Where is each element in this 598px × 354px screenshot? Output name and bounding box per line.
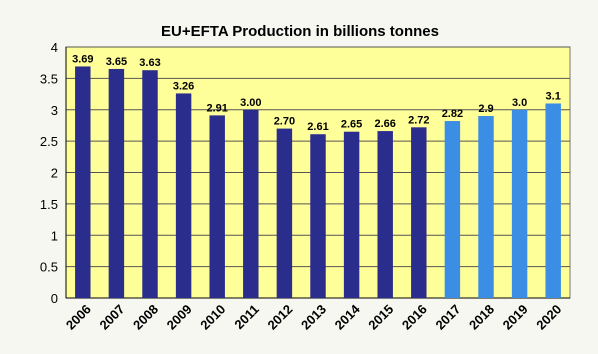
x-tick-label-2014: 2014 bbox=[332, 301, 364, 333]
value-label-2017: 2.82 bbox=[442, 108, 463, 120]
y-tick-labels: 0 0.5 1 1.5 2 2.5 3 3.5 4 bbox=[40, 40, 58, 306]
value-label-2009: 3.26 bbox=[173, 80, 194, 92]
bar-2014 bbox=[343, 131, 360, 298]
bar-2013 bbox=[310, 134, 326, 298]
x-tick-label-2009: 2009 bbox=[164, 302, 195, 333]
x-tick-label-2017: 2017 bbox=[432, 302, 463, 333]
y-tick-label: 2 bbox=[51, 166, 58, 181]
bar-2010 bbox=[209, 115, 225, 299]
x-tick-label-2013: 2013 bbox=[298, 302, 329, 333]
bar-2018 bbox=[478, 116, 494, 299]
x-tick-label-2008: 2008 bbox=[130, 302, 161, 333]
value-label-2010: 2.91 bbox=[206, 102, 227, 114]
value-label-2013: 2.61 bbox=[307, 121, 328, 133]
y-tick-label: 3 bbox=[51, 103, 58, 118]
value-label-2015: 2.66 bbox=[374, 118, 395, 130]
value-label-2012: 2.70 bbox=[274, 116, 295, 128]
x-tick-label-2011: 2011 bbox=[231, 302, 262, 333]
x-tick-labels: 2006 2007 2008 2009 2010 2011 2012 2013 2014 2015… bbox=[63, 301, 564, 333]
bars bbox=[75, 66, 561, 299]
value-label-2011: 3.00 bbox=[240, 97, 261, 109]
bar-2020 bbox=[545, 103, 561, 298]
value-label-2014: 2.65 bbox=[341, 119, 362, 131]
x-tick-label-2006: 2006 bbox=[63, 302, 94, 333]
bar-2019 bbox=[511, 109, 528, 298]
value-label-2016: 2.72 bbox=[408, 114, 429, 126]
x-tick-label-2019: 2019 bbox=[500, 302, 531, 333]
value-label-2019: 3.0 bbox=[512, 97, 527, 109]
bar-2012 bbox=[276, 128, 293, 298]
y-tick-label: 4 bbox=[51, 40, 58, 55]
bar-2007 bbox=[108, 68, 125, 299]
chart-title: EU+EFTA Production in billions tonnes bbox=[161, 23, 439, 40]
y-tick-label: 2.5 bbox=[40, 134, 58, 149]
y-tick-label: 0 bbox=[51, 291, 58, 306]
x-tick-label-2018: 2018 bbox=[466, 302, 497, 333]
x-tick-label-2020: 2020 bbox=[533, 302, 564, 333]
x-tick-label-2007: 2007 bbox=[96, 302, 127, 333]
bar-2008 bbox=[142, 70, 158, 298]
value-label-2006: 3.69 bbox=[72, 53, 93, 65]
value-label-2018: 2.9 bbox=[478, 103, 493, 115]
bar-2011 bbox=[243, 109, 259, 298]
bar-2017 bbox=[444, 121, 461, 298]
x-tick-label-2015: 2015 bbox=[365, 302, 396, 333]
y-tick-label: 1.5 bbox=[40, 197, 58, 212]
value-labels: 3.69 3.65 3.63 3.26 2.91 3.00 2.70 2.61 2.65 2.66… bbox=[72, 53, 561, 133]
value-label-2008: 3.63 bbox=[139, 57, 160, 69]
bar-2015 bbox=[377, 131, 393, 298]
x-tick-label-2016: 2016 bbox=[399, 302, 430, 333]
y-tick-label: 3.5 bbox=[40, 71, 58, 86]
x-tick-label-2012: 2012 bbox=[264, 302, 295, 333]
bar-2016 bbox=[411, 127, 427, 298]
bar-2009 bbox=[175, 93, 192, 298]
bar-2006 bbox=[75, 66, 91, 298]
y-tick-label: 1 bbox=[51, 228, 58, 243]
y-tick-label: 0.5 bbox=[40, 260, 58, 275]
value-label-2020: 3.1 bbox=[546, 90, 561, 102]
x-tick-label-2010: 2010 bbox=[197, 302, 228, 333]
value-label-2007: 3.65 bbox=[106, 56, 127, 68]
